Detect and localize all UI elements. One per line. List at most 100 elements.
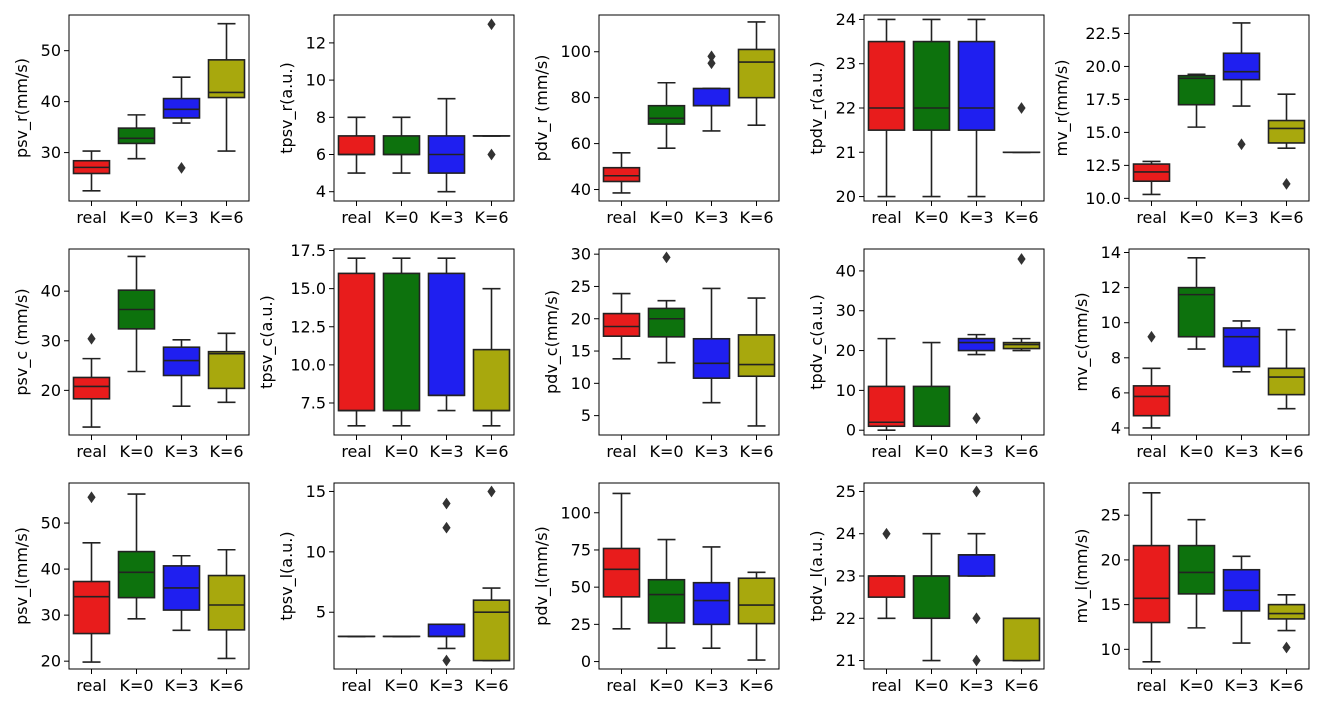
y-tick-label: 10.0 (290, 355, 326, 374)
x-tick-label: K=6 (474, 442, 508, 461)
x-tick-label: K=3 (694, 442, 728, 461)
iqr-box (1267, 367, 1306, 396)
outlier-point (707, 57, 716, 70)
iqr-box (337, 272, 376, 412)
y-tick-label: 15 (1101, 595, 1121, 614)
x-tick-label: real (871, 442, 901, 461)
y-tick-label: 25 (836, 482, 856, 501)
x-tick-label: K=3 (429, 442, 463, 461)
y-tick-label: 10 (1101, 313, 1121, 332)
outlier-point (1017, 102, 1026, 114)
outlier-point (487, 485, 496, 498)
box-K=0 (117, 114, 156, 160)
y-tick-label: 23 (836, 567, 856, 586)
box-K=6 (737, 297, 776, 427)
x-tick-label: K=3 (429, 208, 463, 227)
outlier-point (442, 521, 451, 534)
y-axis-label: tpsv_c(a.u.) (257, 295, 277, 389)
x-tick-label: K=6 (1269, 208, 1303, 227)
box-real (602, 492, 641, 630)
box-K=3 (1222, 22, 1261, 151)
y-tick-label: 40 (41, 282, 61, 301)
axes-frame (68, 14, 250, 202)
outlier-point (972, 412, 981, 425)
y-tick-label: 12.5 (290, 317, 326, 336)
box-K=3 (692, 50, 731, 132)
y-tick-label: 30 (41, 143, 61, 162)
box-K=3 (162, 338, 201, 408)
y-tick-label: 75 (571, 540, 591, 559)
box-K=0 (117, 493, 156, 620)
y-tick-label: 100 (560, 503, 591, 522)
box-K=3 (957, 485, 996, 667)
y-tick-label: 50 (41, 514, 61, 533)
iqr-box (1267, 603, 1306, 620)
x-tick-label: real (1136, 442, 1166, 461)
x-tick-label: K=0 (384, 442, 418, 461)
x-tick-label: K=6 (739, 442, 773, 461)
iqr-box (957, 554, 996, 577)
subplot-psv-c-mm-s: real K=0 K=3 K=6 20 30 40 psv_c (mm/s) (12, 248, 250, 461)
x-tick-label: K=6 (1004, 442, 1038, 461)
y-tick-label: 20 (41, 381, 61, 400)
x-tick-label: K=3 (164, 208, 198, 227)
iqr-box (1177, 74, 1216, 106)
box-real (72, 491, 111, 663)
axes-frame (863, 248, 1045, 436)
y-tick-label: 30 (41, 606, 61, 625)
outlier-point (87, 332, 96, 345)
y-tick-label: 12 (1101, 278, 1121, 297)
x-tick-label: K=0 (119, 676, 153, 695)
y-axis-label: tpdv_l(a.u.) (807, 530, 827, 621)
iqr-box (912, 40, 951, 131)
y-tick-label: 100 (560, 42, 591, 61)
box-K=6 (1002, 102, 1041, 154)
subplot-mv-c-mm-s: real K=0 K=3 K=6 4 6 8 10 12 14 mv_c(mm/s) (1072, 243, 1310, 461)
y-tick-label: 0 (846, 421, 856, 440)
x-tick-label: K=6 (209, 442, 243, 461)
iqr-box (1222, 327, 1261, 368)
box-real (337, 257, 376, 427)
iqr-box (647, 307, 686, 338)
box-K=0 (117, 255, 156, 373)
subplot-tpdv-l-a-u: real K=0 K=3 K=6 21 22 23 24 25 tpdv_l(a.u.) (807, 482, 1045, 695)
box-real (867, 527, 906, 620)
box-real (1132, 492, 1171, 663)
y-tick-label: 0 (581, 652, 591, 671)
box-K=6 (1002, 617, 1041, 662)
subplot-tpdv-r-a-u: real K=0 K=3 K=6 20 21 22 23 24 tpdv_r(a.u.) (807, 10, 1045, 227)
box-K=0 (382, 116, 421, 174)
outlier-point (882, 527, 891, 540)
x-tick-label: K=0 (119, 442, 153, 461)
x-tick-label: K=6 (1269, 442, 1303, 461)
subplot-psv-r-mm-s: real K=0 K=3 K=6 30 40 50 psv_r(mm/s) (12, 14, 250, 227)
y-axis-label: mv_r(mm/s) (1052, 59, 1072, 156)
y-tick-label: 5 (581, 406, 591, 425)
y-tick-label: 40 (571, 180, 591, 199)
box-K=6 (737, 571, 776, 661)
x-tick-label: real (1136, 208, 1166, 227)
y-axis-label: pdv_l(mm/s) (532, 526, 552, 626)
x-tick-label: K=3 (164, 442, 198, 461)
y-tick-label: 5 (316, 603, 326, 622)
y-tick-label: 12.5 (1085, 156, 1121, 175)
box-real (867, 18, 906, 198)
x-tick-label: K=3 (1224, 442, 1258, 461)
y-axis-label: pdv_c(mm/s) (542, 290, 562, 394)
x-tick-label: K=6 (209, 676, 243, 695)
iqr-box (1002, 617, 1041, 662)
outlier-point (87, 491, 96, 504)
subplot-mv-l-mm-s: real K=0 K=3 K=6 10 15 20 25 mv_l(mm/s) (1072, 482, 1310, 695)
x-tick-label: real (341, 676, 371, 695)
y-tick-label: 15.0 (290, 279, 326, 298)
y-tick-label: 14 (1101, 243, 1121, 262)
y-tick-label: 80 (571, 88, 591, 107)
y-tick-label: 10 (306, 542, 326, 561)
y-tick-label: 40 (41, 560, 61, 579)
outlier-point (1017, 253, 1026, 265)
iqr-box (1177, 286, 1216, 338)
y-axis-label: tpdv_c(a.u.) (807, 294, 827, 389)
iqr-box (957, 40, 996, 131)
y-tick-label: 21 (836, 143, 856, 162)
